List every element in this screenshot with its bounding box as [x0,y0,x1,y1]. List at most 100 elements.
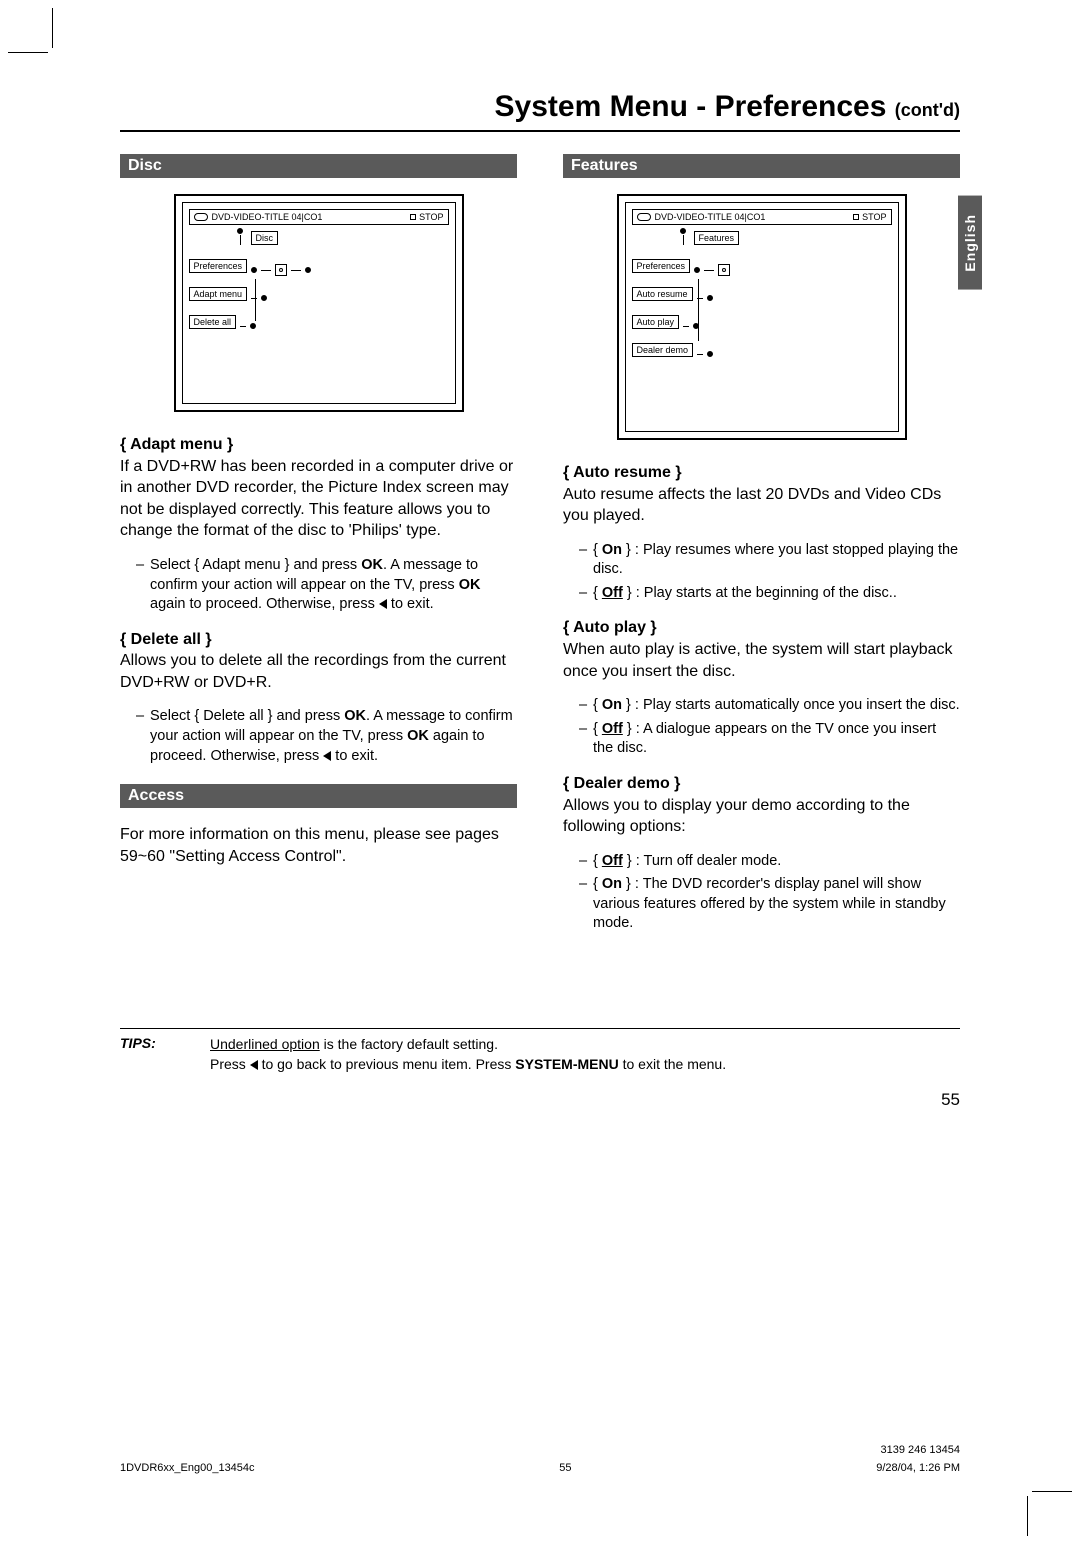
osd-tab: Features [694,231,740,245]
text-bold: OK [344,708,366,724]
text-bold: On [602,542,622,558]
text-bold-underline: Off [602,585,623,601]
page-title: System Menu - Preferences (cont'd) [120,90,960,132]
osd-title: DVD-VIDEO-TITLE 04|CO1 [655,212,766,222]
footer-code: 3139 246 13454 [880,1444,960,1456]
osd-tab: Disc [251,231,279,245]
tree-dot-icon [261,295,267,301]
text: } : The DVD recorder's display panel wil… [593,876,946,931]
tips-body: Underlined option is the factory default… [210,1035,960,1074]
left-column: Disc DVD-VIDEO-TITLE 04|CO1 STOP Disc Pr… [120,154,517,948]
tree-line [255,279,256,321]
text: Select { Delete all } and press [150,708,344,724]
footer-datetime: 9/28/04, 1:26 PM [876,1462,960,1474]
body-auto-play: When auto play is active, the system wil… [563,639,960,682]
osd-item: Adapt menu [189,287,248,301]
title-suffix: (cont'd) [895,100,960,120]
tree-dot-icon [707,295,713,301]
text-bold-underline: Off [602,853,623,869]
crop-mark [8,52,48,53]
tree-dot-icon [237,228,243,234]
text-bold: On [602,697,622,713]
subheading-auto-play: { Auto play } [563,617,960,639]
osd-stop-label: STOP [862,212,886,222]
stop-icon [853,214,859,220]
text: to go back to previous menu item. Press [258,1056,516,1072]
osd-title: DVD-VIDEO-TITLE 04|CO1 [212,212,323,222]
text: to exit. [331,748,378,764]
list-item: Select { Delete all } and press OK. A me… [136,707,517,766]
text: } : Play resumes where you last stopped … [593,542,958,578]
text: to exit the menu. [619,1056,726,1072]
footer-file: 1DVDR6xx_Eng00_13454c [120,1462,255,1474]
list-item: Select { Adapt menu } and press OK. A me… [136,556,517,615]
text: } : Play starts at the beginning of the … [623,585,897,601]
osd-features: DVD-VIDEO-TITLE 04|CO1 STOP Features Pre… [617,194,907,440]
text: { [593,697,602,713]
osd-item: Dealer demo [632,343,694,357]
text: } : A dialogue appears on the TV once yo… [593,721,936,757]
osd-item: Auto play [632,315,680,329]
body-adapt-menu: If a DVD+RW has been recorded in a compu… [120,456,517,542]
subheading-adapt-menu: { Adapt menu } [120,434,517,456]
tree-dot-icon [305,267,311,273]
tree-dot-icon [694,267,700,273]
subheading-dealer-demo: { Dealer demo } [563,773,960,795]
crop-mark [1027,1496,1028,1536]
text-underline: Underlined option [210,1036,320,1052]
list-item: { Off } : A dialogue appears on the TV o… [579,720,960,759]
body-access: For more information on this menu, pleas… [120,824,517,867]
list-item: { On } : The DVD recorder's display pane… [579,875,960,934]
text: { [593,876,602,892]
stop-icon [410,214,416,220]
body-dealer-demo: Allows you to display your demo accordin… [563,795,960,838]
language-tab: English [958,196,982,290]
section-header-features: Features [563,154,960,178]
tree-dot-icon [251,267,257,273]
text: Select { Adapt menu } and press [150,557,361,573]
text-bold: OK [361,557,383,573]
text-bold-underline: Off [602,721,623,737]
tree-dot-icon [707,351,713,357]
subheading-delete-all: { Delete all } [120,629,517,651]
footer-page: 55 [559,1462,571,1474]
crop-mark [52,8,53,48]
left-arrow-icon [250,1060,258,1070]
text-bold: On [602,876,622,892]
list-item: { Off } : Play starts at the beginning o… [579,584,960,604]
left-arrow-icon [379,599,387,609]
tree-dot-icon [680,228,686,234]
text: { [593,585,602,601]
subheading-auto-resume: { Auto resume } [563,462,960,484]
osd-item: Delete all [189,315,237,329]
text: Press [210,1056,250,1072]
text-bold: OK [459,577,481,593]
text: { [593,721,602,737]
tree-dot-icon [250,323,256,329]
disc-icon [194,213,208,221]
tree-line [698,279,699,341]
text: again to proceed. Otherwise, press [150,596,379,612]
tips-block: TIPS: Underlined option is the factory d… [120,1028,960,1074]
tips-label: TIPS: [120,1035,180,1074]
osd-stop-label: STOP [419,212,443,222]
page-number: 55 [120,1090,960,1110]
osd-item: Auto resume [632,287,693,301]
title-main: System Menu - Preferences [495,90,887,123]
text: { [593,853,602,869]
text: is the factory default setting. [320,1036,498,1052]
osd-titlebar: DVD-VIDEO-TITLE 04|CO1 STOP [189,209,449,225]
disc-icon [637,213,651,221]
text: to exit. [387,596,434,612]
list-item: { Off } : Turn off dealer mode. [579,852,960,872]
body-delete-all: Allows you to delete all the recordings … [120,650,517,693]
section-header-disc: Disc [120,154,517,178]
section-header-access: Access [120,784,517,808]
tree-node-icon [275,264,287,276]
text: } : Play starts automatically once you i… [622,697,960,713]
osd-titlebar: DVD-VIDEO-TITLE 04|CO1 STOP [632,209,892,225]
text: } : Turn off dealer mode. [623,853,782,869]
osd-root: Preferences [632,259,691,273]
right-column: Features DVD-VIDEO-TITLE 04|CO1 STOP Fea… [563,154,960,948]
text-bold: SYSTEM-MENU [515,1056,618,1072]
